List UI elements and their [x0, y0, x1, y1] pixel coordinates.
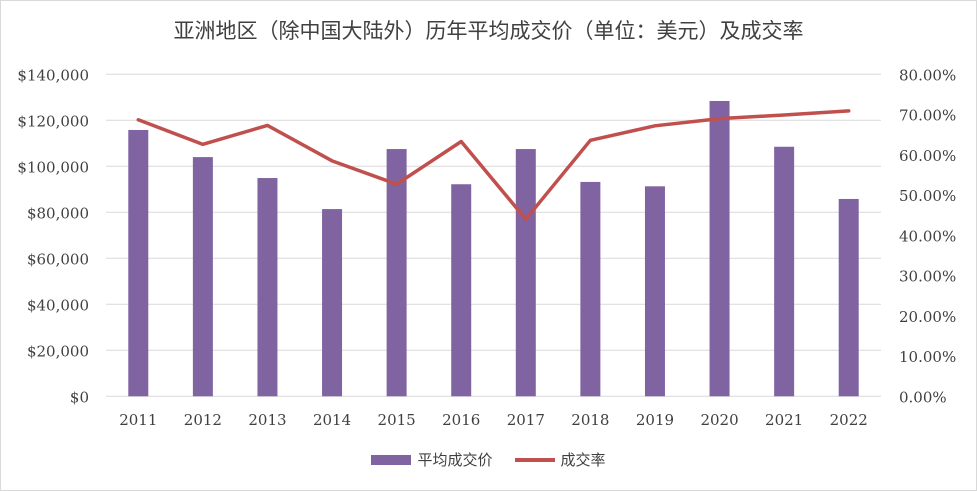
right-tick-label: 10.00% [899, 348, 956, 366]
bar [128, 129, 149, 397]
plot-area: $0 $20,000 $40,000 $60,000 $80,000 $100,000 $1… [17, 66, 956, 429]
right-tick-label: 20.00% [899, 308, 956, 326]
legend: 平均成交价 成交率 [1, 449, 976, 470]
x-tick-label: 2020 [700, 411, 738, 429]
left-tick-label: $100,000 [17, 158, 89, 176]
x-tick-label: 2017 [507, 411, 545, 429]
left-tick-label: $20,000 [27, 342, 89, 360]
chart-title: 亚洲地区（除中国大陆外）历年平均成交价（单位：美元）及成交率 [173, 19, 804, 43]
bar [774, 146, 795, 397]
left-tick-label: $60,000 [27, 250, 89, 268]
left-tick-label: $0 [70, 388, 89, 406]
x-tick-label: 2012 [184, 411, 222, 429]
bar [580, 181, 601, 397]
bar [451, 184, 472, 397]
left-tick-label: $140,000 [17, 66, 89, 84]
bar [257, 178, 278, 397]
left-tick-label: $80,000 [27, 204, 89, 222]
right-tick-label: 70.00% [899, 107, 956, 125]
rate-line [136, 109, 851, 221]
bar [386, 149, 407, 397]
x-tick-label: 2015 [378, 411, 416, 429]
left-tick-label: $40,000 [27, 296, 89, 314]
right-tick-label: 60.00% [899, 147, 956, 165]
bar [838, 198, 859, 397]
right-tick-label: 0.00% [899, 388, 947, 406]
right-tick-label: 40.00% [899, 227, 956, 245]
bar [709, 100, 730, 397]
legend-label-bar: 平均成交价 [417, 451, 493, 469]
legend-item-bar: 平均成交价 [371, 449, 493, 470]
x-tick-label: 2016 [442, 411, 480, 429]
bar [192, 157, 213, 397]
bar [322, 209, 343, 397]
legend-swatch-line [514, 457, 555, 462]
legend-label-line: 成交率 [560, 451, 606, 469]
bar [515, 149, 536, 397]
right-tick-label: 50.00% [899, 187, 956, 205]
x-tick-label: 2013 [248, 411, 286, 429]
left-tick-label: $120,000 [17, 112, 89, 130]
x-tick-label: 2021 [765, 411, 803, 429]
x-tick-label: 2011 [119, 411, 157, 429]
legend-item-line: 成交率 [514, 449, 606, 470]
legend-swatch-bar [371, 454, 412, 465]
x-tick-label: 2022 [830, 411, 868, 429]
x-tick-label: 2014 [313, 411, 351, 429]
x-tick-label: 2019 [636, 411, 674, 429]
right-tick-label: 80.00% [899, 66, 956, 84]
right-tick-label: 30.00% [899, 268, 956, 286]
x-tick-label: 2018 [571, 411, 609, 429]
bar [644, 186, 665, 397]
